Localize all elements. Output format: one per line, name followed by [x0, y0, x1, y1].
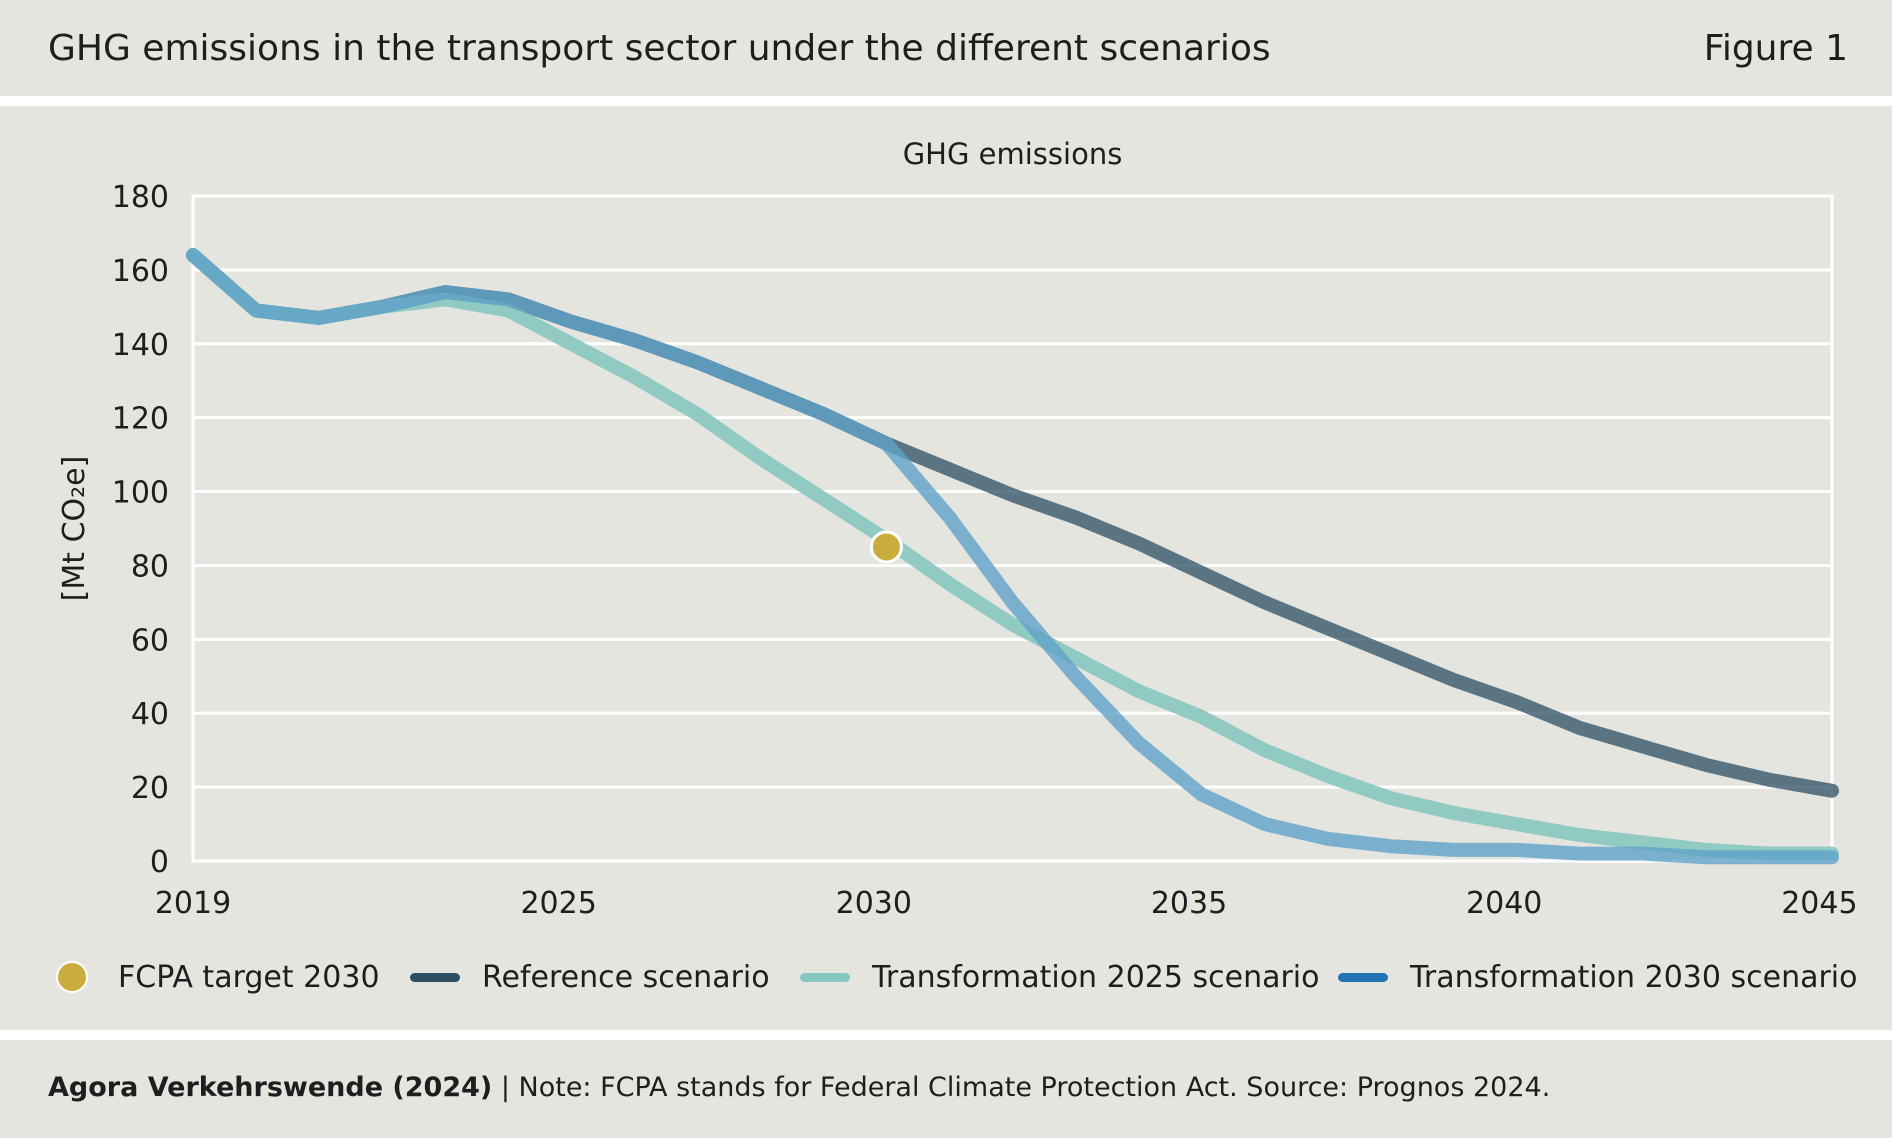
source-credit: Agora Verkehrswende (2024)	[48, 1072, 493, 1103]
legend-label: Transformation 2025 scenario	[872, 959, 1320, 995]
y-tick-label: 20	[131, 771, 169, 806]
x-tick-label: 2019	[155, 886, 231, 921]
legend-swatch-reference	[410, 972, 460, 982]
chart-legend: FCPA target 2030 Reference scenario Tran…	[0, 952, 1892, 1002]
x-tick-label: 2025	[520, 886, 596, 921]
footnote: | Note: FCPA stands for Federal Climate …	[500, 1072, 1551, 1103]
y-tick-label: 120	[112, 402, 169, 437]
legend-item-fcpa-target: FCPA target 2030	[56, 952, 380, 1002]
legend-label: FCPA target 2030	[118, 959, 380, 995]
figure-title: GHG emissions in the transport sector un…	[48, 28, 1271, 69]
legend-item-transformation-2030: Transformation 2030 scenario	[1338, 952, 1858, 1002]
y-tick-label: 160	[112, 254, 169, 289]
y-tick-label: 0	[150, 845, 169, 880]
x-tick-label: 2030	[836, 886, 912, 921]
y-tick-label: 100	[112, 476, 169, 511]
legend-label: Reference scenario	[482, 959, 770, 995]
y-tick-label: 40	[131, 697, 169, 732]
chart-panel: 0 20 40 60 80 100 120 140 160 180 2019 2025 2030 2035…	[0, 106, 1892, 1030]
series-reference-line	[186, 248, 1839, 798]
series-transformation-2030-line	[186, 248, 1839, 865]
fcpa-target-marker	[869, 530, 903, 564]
legend-label: Transformation 2030 scenario	[1410, 959, 1858, 995]
y-axis-label: [Mt CO₂e]	[57, 456, 92, 602]
y-tick-label: 140	[112, 328, 169, 363]
y-tick-label: 80	[131, 549, 169, 584]
chart-title: GHG emissions	[903, 137, 1123, 171]
legend-swatch-transformation-2025	[800, 972, 850, 982]
figure-footer: Agora Verkehrswende (2024) | Note: FCPA …	[0, 1040, 1892, 1138]
x-tick-label: 2035	[1151, 886, 1227, 921]
x-tick-label: 2040	[1466, 886, 1542, 921]
figure-header: GHG emissions in the transport sector un…	[0, 0, 1892, 96]
legend-item-transformation-2025: Transformation 2025 scenario	[800, 952, 1320, 1002]
legend-item-reference: Reference scenario	[410, 952, 770, 1002]
y-tick-label: 60	[131, 623, 169, 658]
plot-border	[191, 194, 1834, 863]
x-tick-label: 2045	[1781, 886, 1857, 921]
legend-swatch-transformation-2030	[1338, 972, 1388, 982]
figure-number: Figure 1	[1703, 28, 1848, 69]
series-transformation-2025-line	[186, 248, 1839, 861]
source-note: Agora Verkehrswende (2024) | Note: FCPA …	[48, 1072, 1550, 1103]
y-tick-label: 180	[112, 180, 169, 215]
legend-marker-target	[56, 961, 88, 993]
